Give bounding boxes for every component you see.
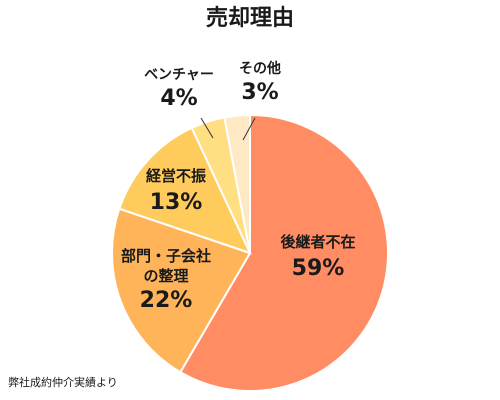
pie-slices <box>111 113 389 392</box>
pie-slice-3 <box>118 126 252 255</box>
pie-slice-1 <box>179 113 389 392</box>
leader-line-5 <box>242 117 256 141</box>
slice-label-3: 経営不振 <box>146 167 206 185</box>
slice-label-5: その他 <box>239 60 281 77</box>
slice-value-2: 22% <box>140 288 193 313</box>
slice-value-3: 13% <box>150 190 203 215</box>
slice-value-4: 4% <box>160 86 197 111</box>
source-footnote: 弊社成約仲介実績より <box>8 375 118 389</box>
leader-lines <box>200 117 256 141</box>
slice-label-4: ベンチャー <box>144 67 214 83</box>
slice-label-1: 後継者不在 <box>279 233 355 251</box>
slice-value-1: 59% <box>292 256 345 281</box>
pie-slice-2 <box>111 207 252 374</box>
leader-line-4 <box>200 117 214 139</box>
slice-label-2-line-1: 部門・子会社 <box>121 247 211 265</box>
slice-value-5: 3% <box>241 80 278 105</box>
slice-label-2-line-2: の整理 <box>143 267 188 285</box>
pie-slice-5 <box>223 113 251 254</box>
chart-title: 売却理由 <box>206 5 294 31</box>
